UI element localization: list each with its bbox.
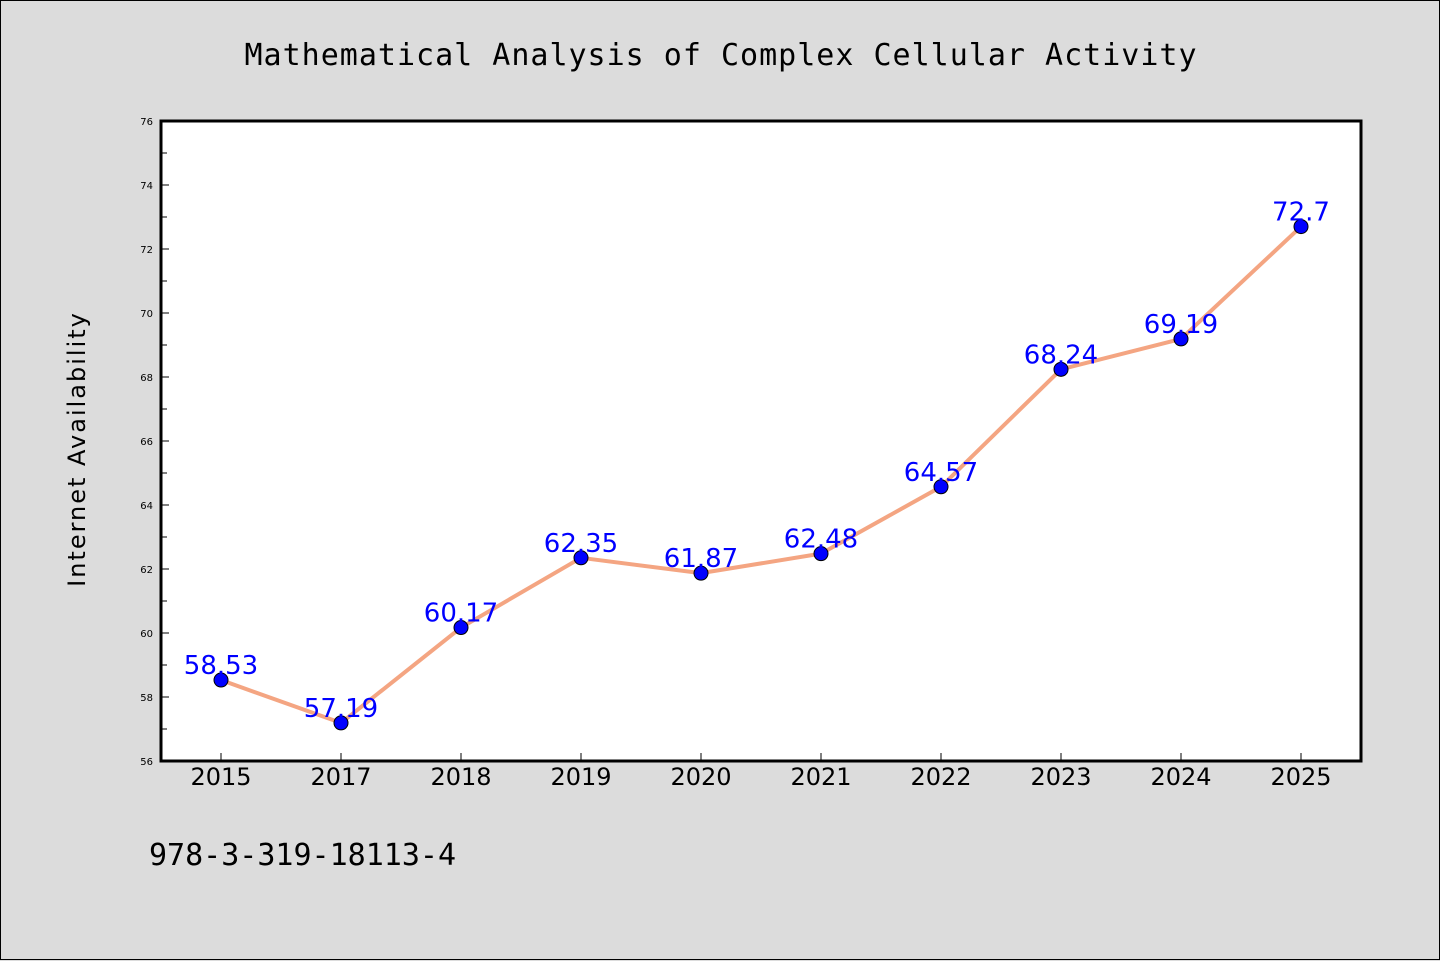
- x-tick-label: 2018: [430, 763, 491, 791]
- x-tick-label: 2023: [1030, 763, 1091, 791]
- data-label: 72.7: [1272, 198, 1330, 228]
- chart-title: Mathematical Analysis of Complex Cellula…: [244, 38, 1197, 73]
- y-tick-label: 58: [140, 693, 153, 704]
- data-label: 68.24: [1024, 340, 1098, 370]
- y-tick-label: 56: [140, 757, 153, 768]
- data-label: 57.19: [304, 694, 378, 724]
- x-tick-label: 2019: [550, 763, 611, 791]
- x-tick-label: 2020: [670, 763, 731, 791]
- y-axis-label: Internet Availability: [63, 311, 91, 587]
- data-label: 61.87: [664, 544, 738, 574]
- data-point: [813, 546, 829, 562]
- data-point: [1053, 361, 1069, 377]
- data-point: [453, 620, 469, 636]
- x-tick-label: 2025: [1270, 763, 1331, 791]
- series-group: 58.53 57.19 60.17 62.35 61.87 62.48 64.57 68.24…: [184, 198, 1330, 731]
- y-tick-label: 74: [140, 181, 153, 192]
- y-tick-label: 70: [140, 309, 153, 320]
- y-tick-label: 62: [140, 565, 153, 576]
- x-tick-label: 2017: [310, 763, 371, 791]
- data-label: 60.17: [424, 599, 498, 629]
- data-point: [1173, 331, 1189, 347]
- x-tick-label: 2015: [190, 763, 251, 791]
- x-tick-label: 2024: [1150, 763, 1211, 791]
- data-label: 58.53: [184, 651, 258, 681]
- y-tick-label: 60: [140, 629, 153, 640]
- y-tick-label: 72: [140, 245, 153, 256]
- y-tick-label: 76: [140, 117, 153, 128]
- plot-area: [159, 119, 1363, 763]
- data-point: [573, 550, 589, 566]
- data-label: 62.48: [784, 525, 858, 555]
- data-point: [693, 565, 709, 581]
- x-tick-label: 2021: [790, 763, 851, 791]
- y-tick-label: 64: [140, 501, 153, 512]
- data-label: 62.35: [544, 529, 618, 559]
- y-tick-label: 66: [140, 437, 153, 448]
- data-label: 64.57: [904, 458, 978, 488]
- data-point: [933, 479, 949, 495]
- x-tick-label: 2022: [910, 763, 971, 791]
- data-point: [1293, 219, 1309, 235]
- data-point: [213, 672, 229, 688]
- y-tick-label: 68: [140, 373, 153, 384]
- series-line: [220, 225, 1303, 725]
- data-label: 69.19: [1144, 310, 1218, 340]
- footer-isbn: 978-3-319-18113-4: [149, 838, 456, 873]
- data-point: [333, 715, 349, 731]
- y-axis-ticks: 56 58 60 62 64 66 68 70 72 74 76: [140, 117, 169, 768]
- x-axis-ticks: 2015 2017 2018 2019 2020 2021 2022 2023 2024 2025: [190, 753, 1332, 791]
